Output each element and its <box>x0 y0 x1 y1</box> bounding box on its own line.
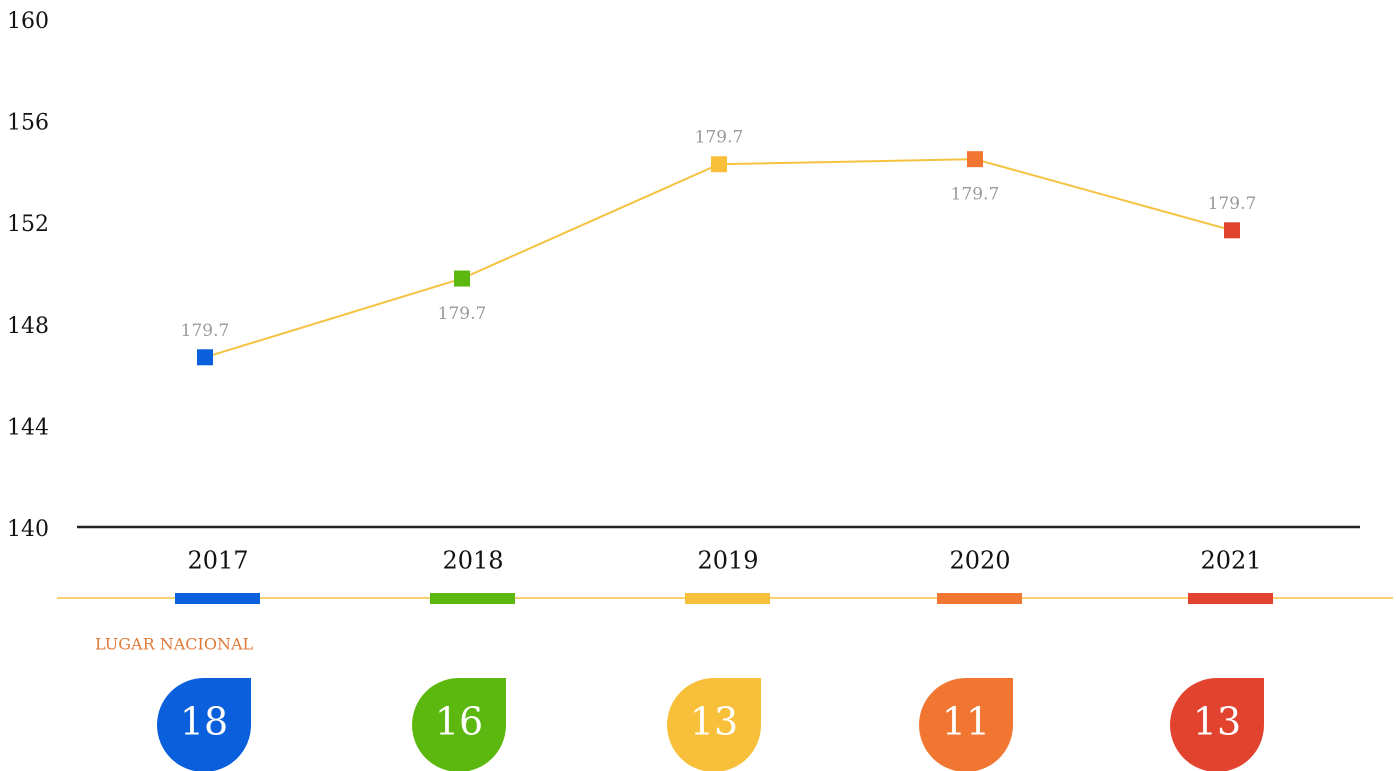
rank-badge <box>1170 678 1264 771</box>
point-label: 179.7 <box>1208 194 1257 214</box>
ranking-title: LUGAR NACIONAL <box>95 635 253 654</box>
y-tick-label: 148 <box>7 314 49 339</box>
point <box>967 151 983 168</box>
point <box>1224 222 1240 239</box>
point-label: 179.7 <box>438 304 487 324</box>
x-tick-label: 2020 <box>949 547 1010 575</box>
point <box>454 270 470 287</box>
x-tick-label: 2018 <box>442 547 503 575</box>
rank-badge <box>667 678 761 771</box>
point <box>711 156 727 173</box>
x-tick-label: 2017 <box>187 547 248 575</box>
y-tick-label: 160 <box>7 9 49 34</box>
y-tick-label: 152 <box>7 212 49 237</box>
rank-value: 16 <box>435 700 483 744</box>
point <box>197 349 213 366</box>
point-label: 179.7 <box>951 185 1000 205</box>
rank-value: 11 <box>942 700 990 744</box>
y-tick-label: 140 <box>7 517 49 542</box>
rank-value: 18 <box>180 700 228 744</box>
year-bar <box>1188 593 1273 604</box>
x-tick-label: 2021 <box>1200 547 1261 575</box>
year-bar <box>937 593 1022 604</box>
point-label: 179.7 <box>695 128 744 148</box>
point-label: 179.7 <box>181 321 230 341</box>
y-tick-label: 156 <box>7 111 49 136</box>
year-bar <box>430 593 515 604</box>
rank-value: 13 <box>690 700 738 744</box>
rank-value: 13 <box>1193 700 1241 744</box>
line <box>204 158 1233 359</box>
rank-badge <box>157 678 251 771</box>
rank-badge <box>412 678 506 771</box>
y-tick-label: 144 <box>7 415 49 440</box>
year-bar <box>685 593 770 604</box>
x-tick-label: 2019 <box>697 547 758 575</box>
rank-badge <box>919 678 1013 771</box>
year-bar <box>175 593 260 604</box>
